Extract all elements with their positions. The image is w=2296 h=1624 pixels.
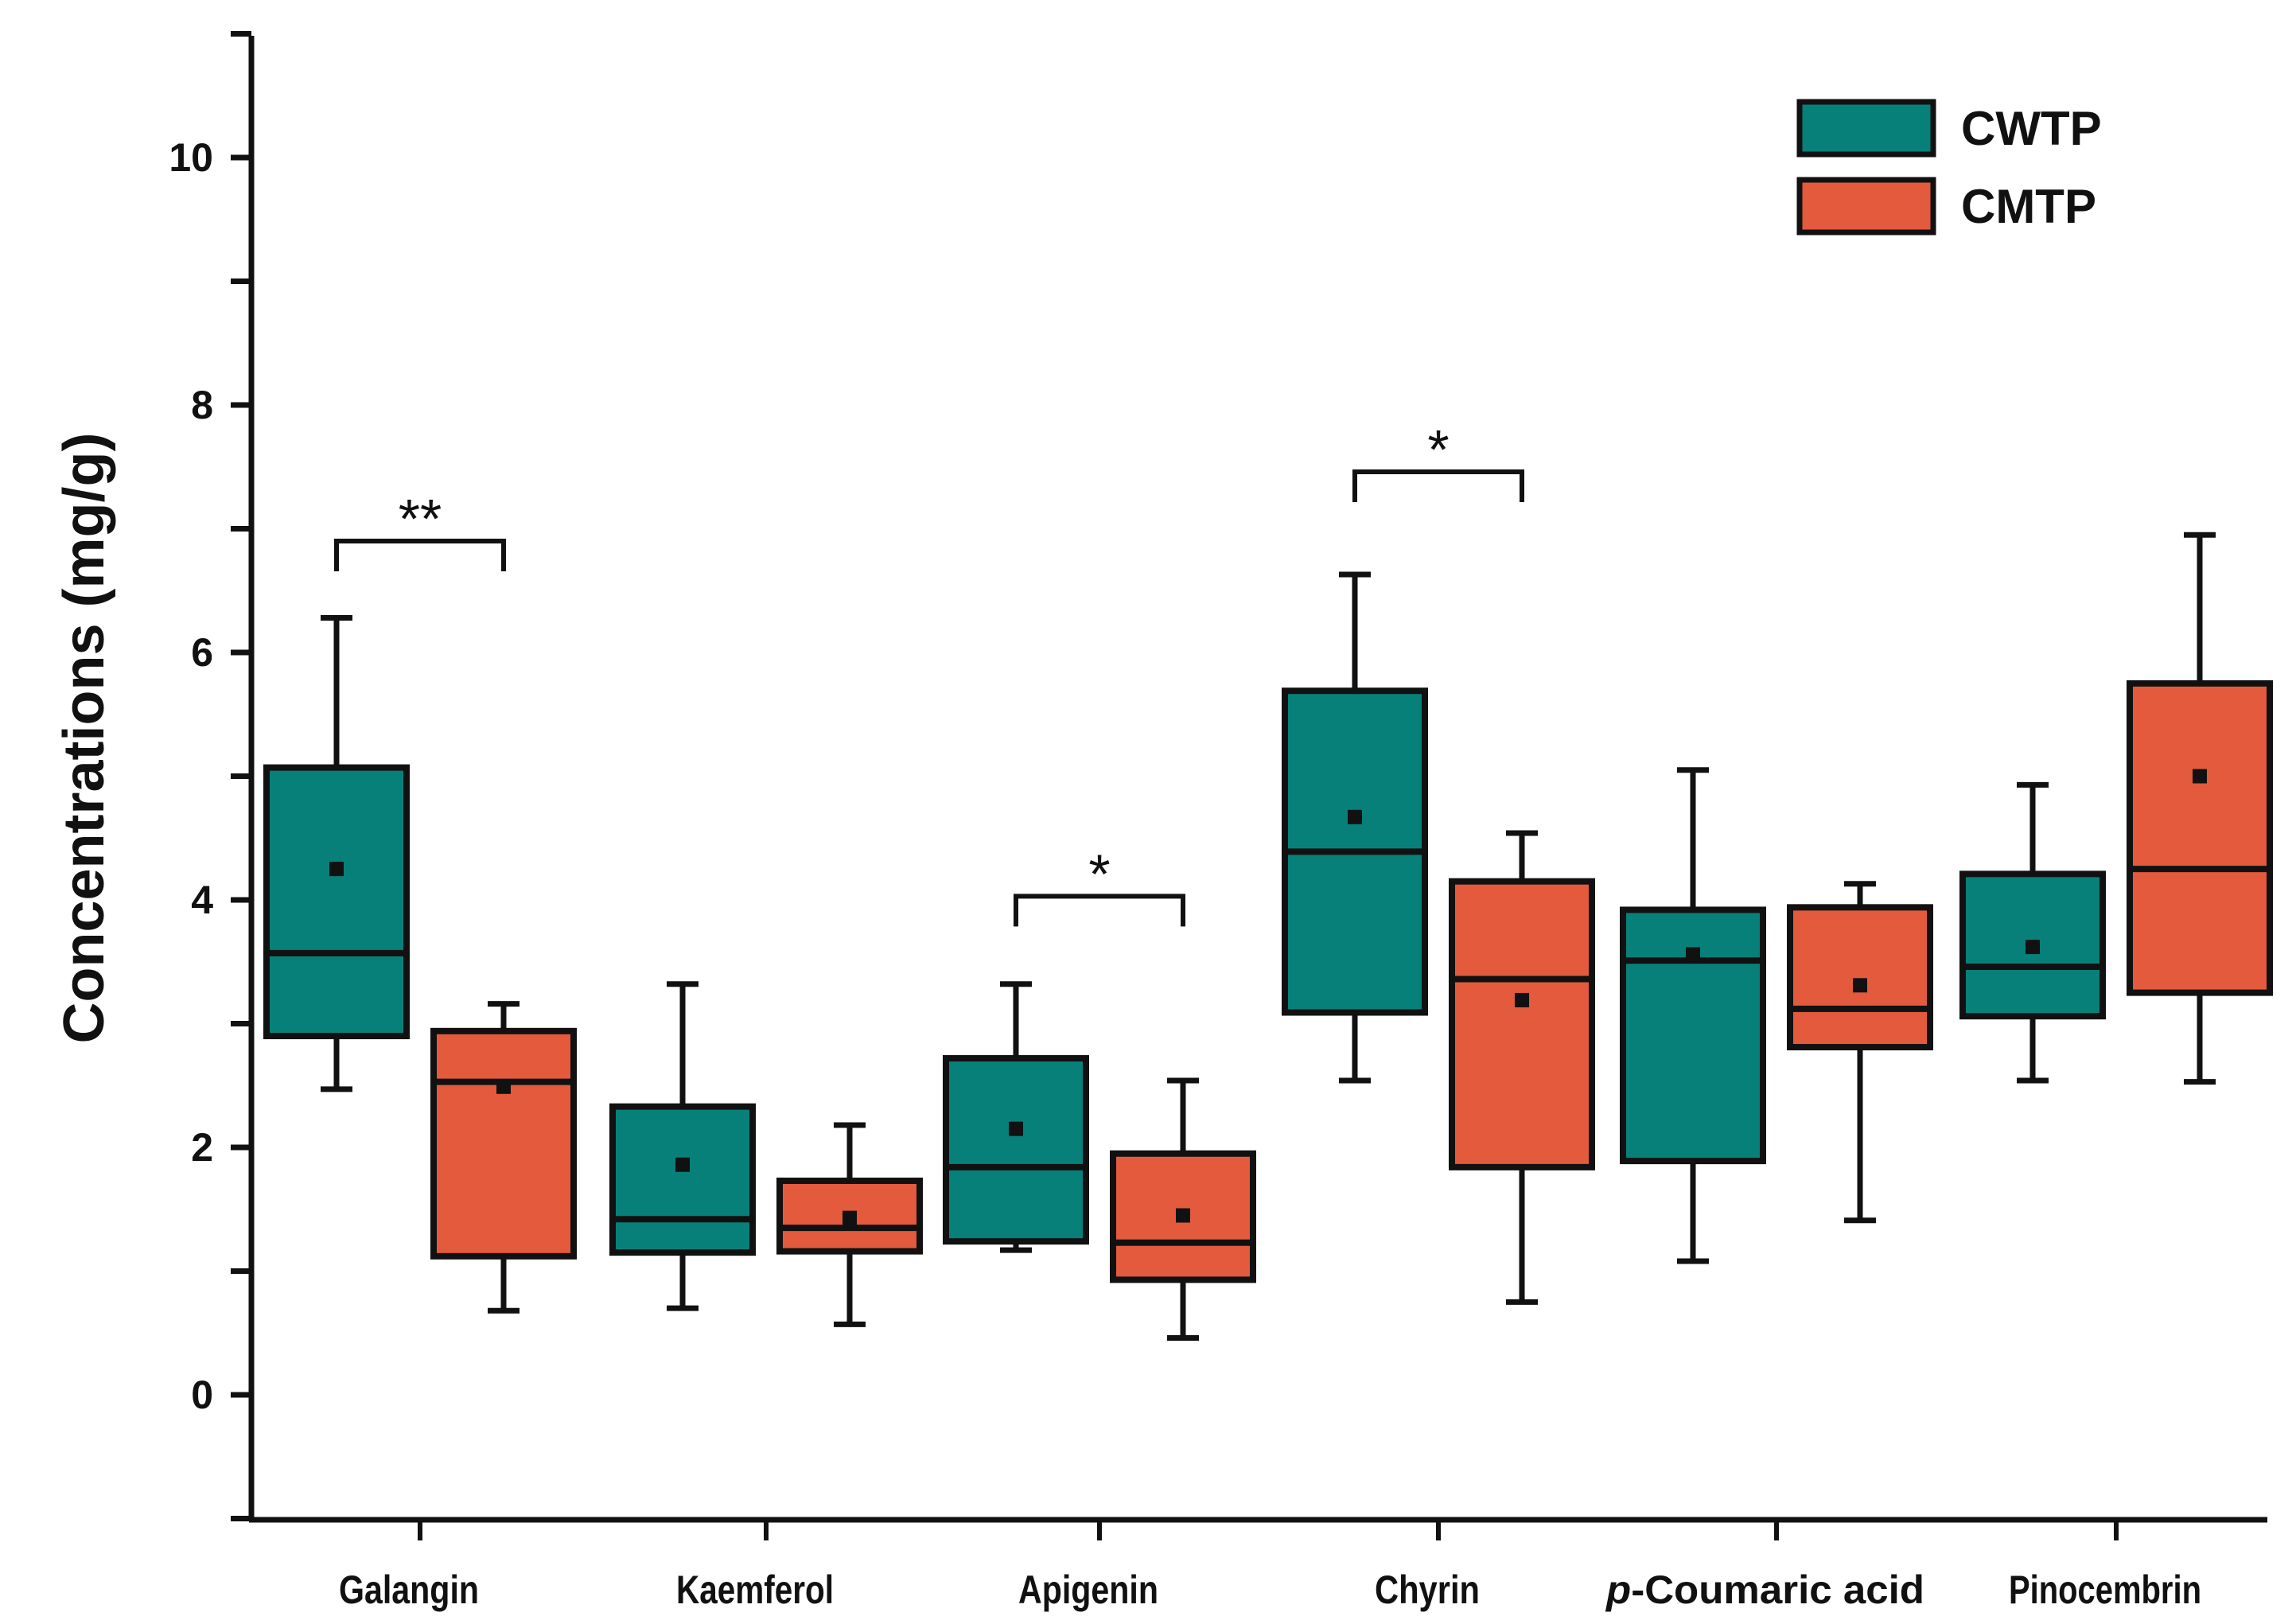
mean-marker <box>1009 1121 1023 1136</box>
x-tick-label: Kaemferol <box>676 1568 834 1612</box>
bracket-line <box>1352 469 1524 502</box>
bracket-line <box>334 539 506 572</box>
box-cmtp <box>1110 1077 1256 1341</box>
y-tick-label: 6 <box>191 630 213 675</box>
y-tick-label: 10 <box>169 135 213 180</box>
y-tick-label: 4 <box>191 878 213 922</box>
significance-label: * <box>1427 419 1449 481</box>
legend-swatch <box>1796 177 1936 236</box>
box-cmtp <box>2127 532 2273 1085</box>
significance-label: * <box>1088 843 1110 905</box>
legend-item-cwtp: CWTP <box>1796 99 2102 158</box>
box-cwtp <box>1282 571 1428 1084</box>
mean-marker <box>1515 992 1529 1007</box>
y-axis-label: Concentrations (mg/g) <box>53 433 116 1044</box>
significance-markers: **** <box>334 419 1524 927</box>
mean-marker <box>329 862 344 877</box>
box-cwtp <box>1959 781 2106 1084</box>
x-tick-label-italic-prefix: p <box>1605 1568 1631 1612</box>
iqr-box <box>1787 904 1933 1051</box>
bracket-line <box>1014 894 1185 927</box>
box-cmtp <box>776 1122 923 1327</box>
mean-marker <box>1176 1208 1190 1223</box>
box-cmtp <box>1449 830 1595 1305</box>
mean-marker <box>675 1157 690 1172</box>
mean-marker <box>1348 809 1362 824</box>
box-cwtp <box>609 981 756 1311</box>
y-tick-label: 8 <box>191 383 213 427</box>
x-tick-label: Galangin <box>339 1568 479 1612</box>
significance-label: ** <box>399 488 442 550</box>
iqr-box <box>776 1177 923 1255</box>
box-cmtp <box>1787 881 1933 1224</box>
x-tick-label: Apigenin <box>1018 1568 1158 1612</box>
axes: 0 2 4 6 8 10 Concentrations (mg/g) Galangin Kaem… <box>53 31 2267 1612</box>
iqr-box <box>943 1055 1089 1245</box>
x-tick-label-rest: -Coumaric acid <box>1631 1568 1924 1612</box>
mean-marker <box>2026 940 2040 955</box>
legend-label: CMTP <box>1961 180 2096 233</box>
iqr-box <box>2127 680 2273 996</box>
box-cwtp <box>263 614 410 1092</box>
iqr-box <box>430 1027 577 1260</box>
box-cmtp <box>430 1001 577 1314</box>
x-tick-label: Chyrin <box>1375 1568 1480 1612</box>
boxes <box>263 532 2273 1341</box>
mean-marker <box>1686 947 1700 962</box>
iqr-box <box>1620 906 1766 1165</box>
y-tick-label: 0 <box>191 1373 213 1417</box>
mean-marker <box>496 1079 511 1094</box>
mean-marker <box>843 1210 857 1225</box>
x-tick-label: p-Coumaric acid <box>1605 1568 1924 1612</box>
significance-bracket: * <box>1352 419 1524 502</box>
box-cwtp <box>1620 767 1766 1264</box>
iqr-box <box>1449 878 1595 1170</box>
legend-swatch <box>1796 99 1936 158</box>
iqr-box <box>263 764 410 1040</box>
legend-item-cmtp: CMTP <box>1796 177 2096 236</box>
legend: CWTP CMTP <box>1796 99 2102 236</box>
mean-marker <box>1853 978 1867 993</box>
y-tick-label: 2 <box>191 1125 213 1170</box>
mean-marker <box>2193 769 2207 784</box>
significance-bracket: ** <box>334 488 506 572</box>
significance-bracket: * <box>1014 843 1185 927</box>
iqr-box <box>609 1103 756 1256</box>
box-cwtp <box>943 981 1089 1253</box>
legend-label: CWTP <box>1961 102 2102 155</box>
x-tick-label: Pinocembrin <box>2009 1568 2201 1612</box>
